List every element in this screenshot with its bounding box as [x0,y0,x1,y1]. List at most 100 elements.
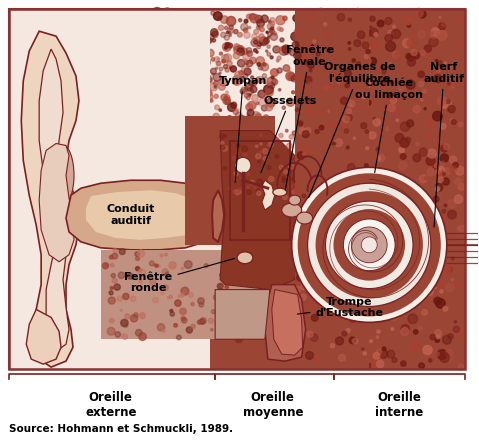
Circle shape [242,293,245,296]
Circle shape [406,246,411,251]
Circle shape [448,334,453,339]
Circle shape [228,28,233,34]
Circle shape [120,309,123,311]
Circle shape [103,46,112,54]
Circle shape [224,35,229,40]
Circle shape [218,295,225,302]
Circle shape [454,321,456,323]
Circle shape [164,46,173,55]
Circle shape [411,29,415,33]
Circle shape [64,50,68,54]
Circle shape [250,194,256,201]
Circle shape [305,303,312,311]
Circle shape [382,69,386,74]
Circle shape [81,55,87,60]
Circle shape [242,169,246,173]
Circle shape [117,296,122,301]
Circle shape [333,209,405,281]
Circle shape [208,318,214,324]
Circle shape [243,153,247,156]
Circle shape [402,38,411,48]
Circle shape [226,31,228,34]
Circle shape [22,39,29,46]
Circle shape [201,95,204,98]
Circle shape [418,216,423,221]
Circle shape [376,148,379,151]
Circle shape [439,242,447,250]
Circle shape [438,61,442,65]
Circle shape [255,308,257,310]
Circle shape [252,111,260,119]
Circle shape [223,65,228,69]
Circle shape [249,110,251,113]
Circle shape [47,41,56,50]
Circle shape [235,190,240,195]
Circle shape [211,310,216,314]
Circle shape [233,109,238,114]
Circle shape [346,114,353,121]
Circle shape [228,187,231,190]
Circle shape [421,50,426,55]
Circle shape [70,20,75,24]
Circle shape [201,216,206,221]
Circle shape [307,82,309,85]
Circle shape [367,210,369,212]
Circle shape [256,57,264,65]
Circle shape [243,73,248,78]
Circle shape [333,84,340,90]
Circle shape [43,84,48,90]
Circle shape [329,86,332,89]
Circle shape [137,250,145,257]
Circle shape [182,95,191,105]
Circle shape [95,15,105,24]
Circle shape [283,16,287,20]
Circle shape [436,299,445,308]
Circle shape [211,328,213,331]
Circle shape [267,23,274,30]
Circle shape [361,44,370,53]
Circle shape [112,253,118,259]
Circle shape [138,43,141,46]
Circle shape [439,16,441,19]
Circle shape [155,264,158,267]
Circle shape [446,214,448,216]
Circle shape [343,226,350,233]
Circle shape [326,294,330,298]
Circle shape [278,88,281,91]
Circle shape [261,15,268,23]
Circle shape [255,114,261,120]
Circle shape [60,71,68,79]
Circle shape [205,97,211,103]
Circle shape [427,121,433,126]
Circle shape [122,334,127,339]
Circle shape [198,95,207,103]
Circle shape [322,108,327,113]
Circle shape [208,95,213,99]
Circle shape [253,165,256,169]
Circle shape [393,25,396,28]
Circle shape [370,26,372,28]
Circle shape [131,83,137,88]
Circle shape [184,207,188,211]
Circle shape [310,334,318,341]
Circle shape [225,43,228,46]
Circle shape [434,297,441,305]
Circle shape [365,299,368,301]
Circle shape [197,157,200,160]
Circle shape [320,203,325,207]
Circle shape [183,13,191,20]
Circle shape [134,313,138,317]
Circle shape [297,152,305,159]
Circle shape [236,204,241,210]
Circle shape [246,88,253,95]
Circle shape [207,38,212,43]
Circle shape [283,195,287,200]
Circle shape [434,330,442,337]
Circle shape [255,113,262,119]
Circle shape [199,126,202,128]
Circle shape [333,19,337,23]
Circle shape [362,42,369,49]
Circle shape [292,42,299,48]
Circle shape [400,154,406,160]
Bar [230,141,290,240]
